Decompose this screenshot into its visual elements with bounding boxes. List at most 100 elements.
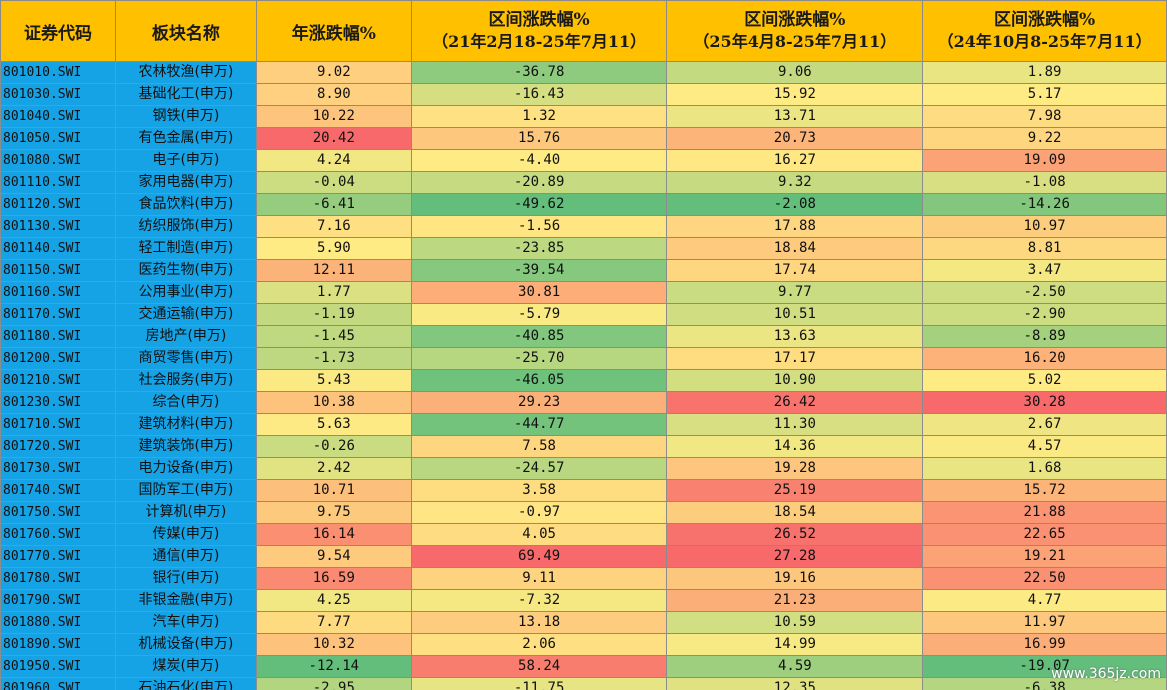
cell-name[interactable]: 非银金融(申万)	[114, 589, 257, 612]
cell-range2[interactable]: 14.99	[666, 633, 924, 656]
cell-range1[interactable]: -49.62	[410, 193, 668, 216]
cell-ytd[interactable]: 8.90	[255, 83, 412, 106]
cell-name[interactable]: 房地产(申万)	[114, 325, 257, 348]
cell-code[interactable]: 801770.SWI	[0, 545, 116, 568]
cell-ytd[interactable]: -0.04	[255, 171, 412, 194]
cell-ytd[interactable]: -6.41	[255, 193, 412, 216]
cell-range3[interactable]: -19.07	[922, 655, 1167, 678]
cell-range1[interactable]: 9.11	[410, 567, 668, 590]
cell-range2[interactable]: 9.32	[666, 171, 924, 194]
cell-range1[interactable]: -11.75	[410, 677, 668, 690]
cell-range2[interactable]: 11.30	[666, 413, 924, 436]
cell-code[interactable]: 801160.SWI	[0, 281, 116, 304]
cell-range1[interactable]: 13.18	[410, 611, 668, 634]
cell-ytd[interactable]: 10.71	[255, 479, 412, 502]
cell-ytd[interactable]: 9.75	[255, 501, 412, 524]
cell-name[interactable]: 综合(申万)	[114, 391, 257, 414]
cell-range3[interactable]: -14.26	[922, 193, 1167, 216]
cell-range3[interactable]: 7.98	[922, 105, 1167, 128]
cell-range1[interactable]: -44.77	[410, 413, 668, 436]
cell-range2[interactable]: 12.35	[666, 677, 924, 690]
cell-code[interactable]: 801010.SWI	[0, 61, 116, 84]
cell-range3[interactable]: -6.38	[922, 677, 1167, 690]
cell-name[interactable]: 银行(申万)	[114, 567, 257, 590]
cell-name[interactable]: 电子(申万)	[114, 149, 257, 172]
cell-range1[interactable]: 3.58	[410, 479, 668, 502]
cell-range1[interactable]: -24.57	[410, 457, 668, 480]
cell-range3[interactable]: 5.02	[922, 369, 1167, 392]
cell-ytd[interactable]: 10.32	[255, 633, 412, 656]
cell-range2[interactable]: 13.71	[666, 105, 924, 128]
cell-ytd[interactable]: -12.14	[255, 655, 412, 678]
cell-ytd[interactable]: 16.59	[255, 567, 412, 590]
cell-range1[interactable]: 29.23	[410, 391, 668, 414]
cell-name[interactable]: 石油石化(申万)	[114, 677, 257, 690]
cell-range1[interactable]: -7.32	[410, 589, 668, 612]
cell-code[interactable]: 801040.SWI	[0, 105, 116, 128]
cell-code[interactable]: 801030.SWI	[0, 83, 116, 106]
cell-code[interactable]: 801210.SWI	[0, 369, 116, 392]
cell-range2[interactable]: 10.51	[666, 303, 924, 326]
cell-range1[interactable]: -0.97	[410, 501, 668, 524]
cell-code[interactable]: 801960.SWI	[0, 677, 116, 690]
cell-name[interactable]: 轻工制造(申万)	[114, 237, 257, 260]
cell-name[interactable]: 交通运输(申万)	[114, 303, 257, 326]
cell-name[interactable]: 国防军工(申万)	[114, 479, 257, 502]
cell-range2[interactable]: 20.73	[666, 127, 924, 150]
cell-name[interactable]: 建筑材料(申万)	[114, 413, 257, 436]
cell-ytd[interactable]: 9.02	[255, 61, 412, 84]
cell-code[interactable]: 801120.SWI	[0, 193, 116, 216]
cell-ytd[interactable]: 10.22	[255, 105, 412, 128]
cell-code[interactable]: 801050.SWI	[0, 127, 116, 150]
cell-range2[interactable]: 19.28	[666, 457, 924, 480]
cell-ytd[interactable]: -1.45	[255, 325, 412, 348]
cell-code[interactable]: 801180.SWI	[0, 325, 116, 348]
cell-range3[interactable]: -8.89	[922, 325, 1167, 348]
cell-range1[interactable]: -4.40	[410, 149, 668, 172]
cell-code[interactable]: 801780.SWI	[0, 567, 116, 590]
cell-range2[interactable]: 25.19	[666, 479, 924, 502]
cell-range1[interactable]: -23.85	[410, 237, 668, 260]
cell-ytd[interactable]: 4.25	[255, 589, 412, 612]
cell-name[interactable]: 建筑装饰(申万)	[114, 435, 257, 458]
cell-name[interactable]: 电力设备(申万)	[114, 457, 257, 480]
cell-range2[interactable]: 26.52	[666, 523, 924, 546]
cell-range2[interactable]: 26.42	[666, 391, 924, 414]
cell-name[interactable]: 汽车(申万)	[114, 611, 257, 634]
cell-ytd[interactable]: 7.16	[255, 215, 412, 238]
cell-range2[interactable]: 16.27	[666, 149, 924, 172]
cell-range1[interactable]: -25.70	[410, 347, 668, 370]
cell-range2[interactable]: 17.88	[666, 215, 924, 238]
cell-ytd[interactable]: 9.54	[255, 545, 412, 568]
cell-range1[interactable]: -36.78	[410, 61, 668, 84]
cell-range1[interactable]: -1.56	[410, 215, 668, 238]
cell-range3[interactable]: 2.67	[922, 413, 1167, 436]
cell-ytd[interactable]: 2.42	[255, 457, 412, 480]
cell-code[interactable]: 801790.SWI	[0, 589, 116, 612]
cell-range3[interactable]: 10.97	[922, 215, 1167, 238]
cell-range2[interactable]: 15.92	[666, 83, 924, 106]
cell-range3[interactable]: 1.89	[922, 61, 1167, 84]
header-ytd[interactable]: 年涨跌幅%	[255, 0, 412, 62]
cell-range3[interactable]: 16.20	[922, 347, 1167, 370]
cell-name[interactable]: 计算机(申万)	[114, 501, 257, 524]
cell-range2[interactable]: 4.59	[666, 655, 924, 678]
cell-code[interactable]: 801710.SWI	[0, 413, 116, 436]
cell-name[interactable]: 食品饮料(申万)	[114, 193, 257, 216]
cell-code[interactable]: 801730.SWI	[0, 457, 116, 480]
cell-ytd[interactable]: -0.26	[255, 435, 412, 458]
cell-ytd[interactable]: 16.14	[255, 523, 412, 546]
cell-code[interactable]: 801230.SWI	[0, 391, 116, 414]
cell-range1[interactable]: -46.05	[410, 369, 668, 392]
cell-name[interactable]: 煤炭(申万)	[114, 655, 257, 678]
cell-ytd[interactable]: 5.43	[255, 369, 412, 392]
cell-range3[interactable]: 16.99	[922, 633, 1167, 656]
cell-range2[interactable]: 10.90	[666, 369, 924, 392]
cell-name[interactable]: 家用电器(申万)	[114, 171, 257, 194]
cell-range2[interactable]: 27.28	[666, 545, 924, 568]
cell-ytd[interactable]: -2.95	[255, 677, 412, 690]
cell-code[interactable]: 801720.SWI	[0, 435, 116, 458]
cell-ytd[interactable]: 1.77	[255, 281, 412, 304]
cell-name[interactable]: 商贸零售(申万)	[114, 347, 257, 370]
cell-range1[interactable]: -16.43	[410, 83, 668, 106]
